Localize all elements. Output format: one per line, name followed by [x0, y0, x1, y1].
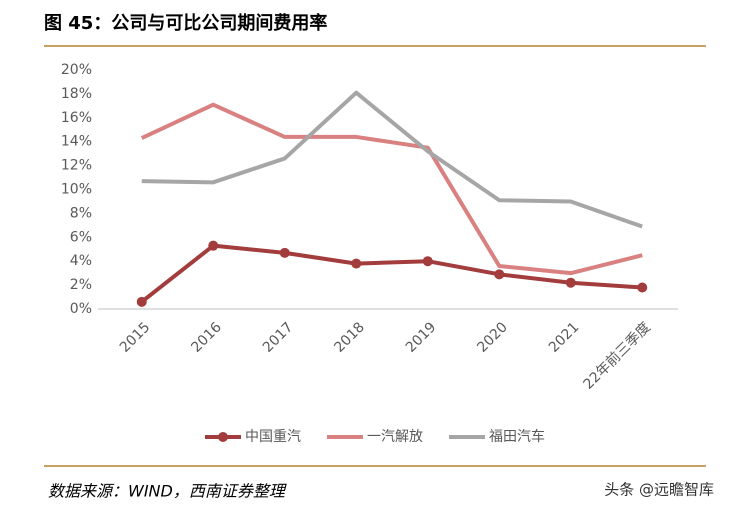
chart-title: 图 45：公司与可比公司期间费用率	[44, 12, 327, 34]
series-line	[141, 90, 643, 229]
series-line	[140, 243, 643, 304]
watermark: 头条 @远瞻智库	[604, 481, 714, 499]
x-tick-label: 2019	[403, 319, 440, 356]
x-tick-label: 2021	[546, 319, 583, 356]
source-note: 数据来源：WIND，西南证券整理	[48, 482, 287, 501]
point-marker	[565, 277, 576, 288]
y-tick-label: 16%	[61, 110, 92, 126]
point-marker	[351, 258, 362, 269]
legend-label: 一汽解放	[367, 429, 423, 445]
x-tick-label: 2018	[331, 319, 368, 356]
point-marker	[136, 296, 147, 307]
y-tick-label: 18%	[61, 86, 92, 102]
y-tick-label: 10%	[61, 182, 92, 198]
series-line	[140, 102, 643, 276]
x-tick-label: 2017	[260, 319, 297, 356]
point-marker	[422, 256, 433, 267]
x-tick-label: 22年前三季度	[580, 319, 654, 393]
y-tick-label: 8%	[70, 205, 92, 221]
x-tick-label: 2020	[474, 319, 511, 356]
legend-marker	[218, 432, 228, 442]
x-tick-label: 2016	[188, 319, 225, 356]
y-tick-label: 4%	[70, 253, 92, 269]
y-tick-label: 0%	[70, 301, 92, 317]
legend-label: 中国重汽	[245, 429, 301, 445]
y-tick-label: 12%	[61, 158, 92, 174]
point-marker	[208, 240, 219, 251]
point-marker	[637, 282, 648, 293]
y-tick-label: 2%	[70, 277, 92, 293]
y-tick-label: 20%	[61, 62, 92, 78]
y-tick-label: 6%	[70, 229, 92, 245]
point-marker	[279, 247, 290, 258]
legend-label: 福田汽车	[489, 428, 545, 445]
x-tick-label: 2015	[117, 319, 154, 356]
point-marker	[494, 269, 505, 280]
y-tick-label: 14%	[61, 134, 92, 150]
